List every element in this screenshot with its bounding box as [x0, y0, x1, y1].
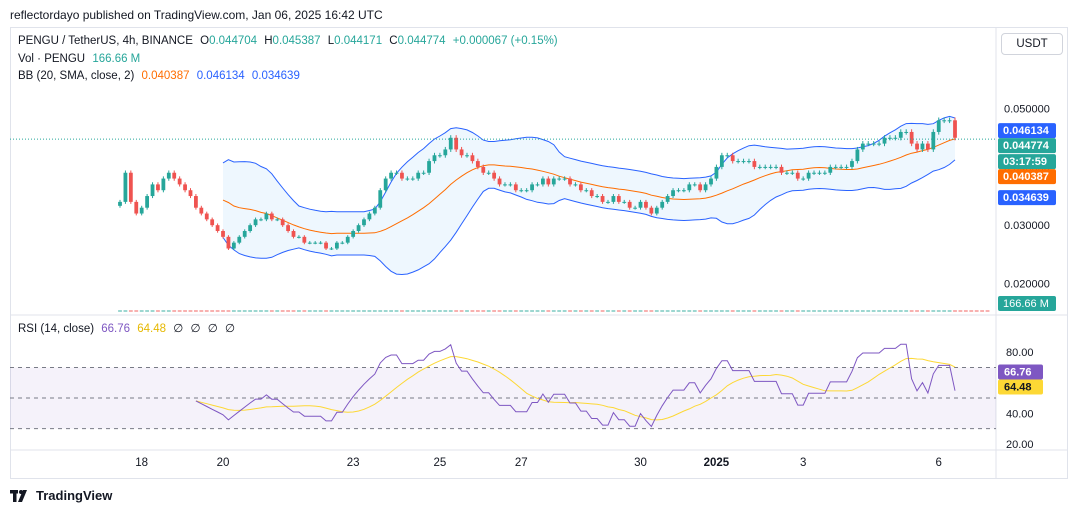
rsi-label[interactable]: RSI (14, close)	[18, 323, 95, 335]
close-value: 0.044774	[397, 35, 446, 47]
bb-lower-value: 0.034639	[251, 70, 300, 82]
currency-button[interactable]: USDT	[1001, 33, 1063, 55]
tradingview-brand: TradingView	[36, 488, 113, 503]
rsi-extra-1: ∅	[173, 323, 184, 335]
bb-basis-value: 0.040387	[141, 70, 190, 82]
bb-label[interactable]: BB (20, SMA, close, 2)	[18, 70, 135, 82]
rsi-extra-3: ∅	[207, 323, 218, 335]
symbol-legend: PENGU / TetherUS, 4h, BINANCE O0.044704 …	[18, 35, 562, 47]
symbol-name[interactable]: PENGU / TetherUS, 4h, BINANCE	[18, 35, 193, 47]
tradingview-icon	[10, 489, 27, 502]
rsi-extra-4: ∅	[224, 323, 235, 335]
low-label: L	[327, 35, 335, 47]
bb-legend: BB (20, SMA, close, 2) 0.040387 0.046134…	[18, 70, 304, 82]
rsi-legend: RSI (14, close) 66.76 64.48 ∅ ∅ ∅ ∅	[18, 321, 239, 335]
close-label: C	[389, 35, 398, 47]
volume-value: 166.66 M	[92, 53, 141, 65]
low-value: 0.044171	[334, 35, 383, 47]
rsi-extra-2: ∅	[190, 323, 201, 335]
rsi-ma-value: 64.48	[137, 323, 167, 335]
open-label: O	[200, 35, 210, 47]
bb-upper-value: 0.046134	[196, 70, 245, 82]
volume-legend: Vol · PENGU 166.66 M	[18, 53, 144, 65]
high-value: 0.045387	[272, 35, 321, 47]
rsi-value: 66.76	[101, 323, 131, 335]
change-value: +0.000067 (+0.15%)	[452, 35, 558, 47]
chart-frame	[10, 27, 1068, 479]
open-value: 0.044704	[209, 35, 258, 47]
tradingview-logo[interactable]: TradingView	[10, 488, 112, 503]
volume-label[interactable]: Vol · PENGU	[18, 53, 86, 65]
high-label: H	[264, 35, 273, 47]
publish-line: reflectordayo published on TradingView.c…	[10, 8, 383, 22]
